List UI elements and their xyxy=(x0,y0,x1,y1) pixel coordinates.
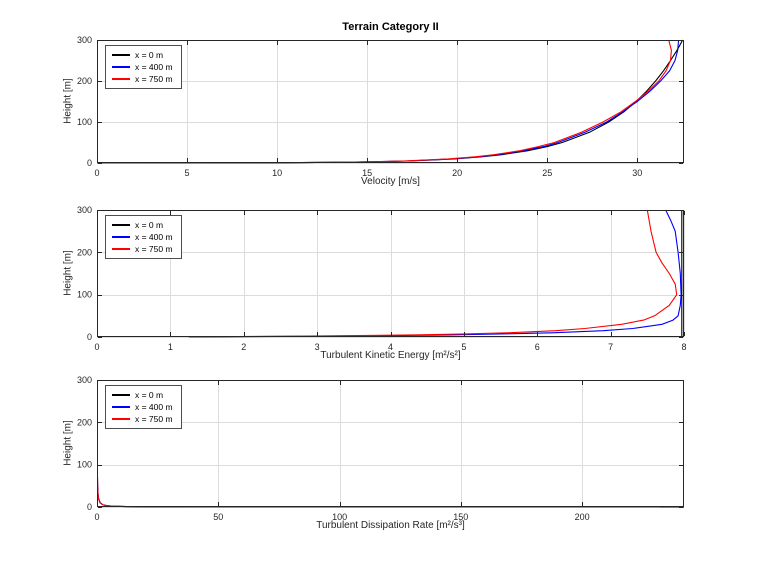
height-axis-label-1: Height [m] xyxy=(62,78,74,124)
svg-text:100: 100 xyxy=(77,460,92,470)
legend-item: x = 400 m xyxy=(112,402,173,412)
svg-text:200: 200 xyxy=(575,512,590,522)
svg-text:300: 300 xyxy=(77,205,92,215)
svg-text:200: 200 xyxy=(77,417,92,427)
svg-text:25: 25 xyxy=(542,168,552,178)
legend-dissipation: x = 0 m x = 400 m x = 750 m xyxy=(105,385,182,429)
svg-text:20: 20 xyxy=(452,168,462,178)
legend-tke: x = 0 m x = 400 m x = 750 m xyxy=(105,215,182,259)
legend-line-blue xyxy=(112,236,130,238)
svg-text:0: 0 xyxy=(87,332,92,342)
legend-item: x = 750 m xyxy=(112,414,173,424)
svg-text:6: 6 xyxy=(535,342,540,352)
height-axis-label-2: Height [m] xyxy=(62,250,74,296)
svg-text:0: 0 xyxy=(87,502,92,512)
legend-line-blue xyxy=(112,406,130,408)
legend-velocity: x = 0 m x = 400 m x = 750 m xyxy=(105,45,182,89)
dissipation-chart: 0 50 100 150 200 0 100 200 300 xyxy=(77,375,684,522)
svg-text:5: 5 xyxy=(184,168,189,178)
legend-label: x = 750 m xyxy=(135,74,173,84)
svg-text:5: 5 xyxy=(461,342,466,352)
legend-item: x = 400 m xyxy=(112,232,173,242)
legend-item: x = 400 m xyxy=(112,62,173,72)
legend-label: x = 400 m xyxy=(135,232,173,242)
svg-text:10: 10 xyxy=(272,168,282,178)
tke-chart: 0 1 2 3 4 5 6 7 8 0 100 200 300 xyxy=(77,205,687,352)
velocity-axis-label: Velocity [m/s] xyxy=(361,176,420,187)
svg-text:200: 200 xyxy=(77,76,92,86)
legend-label: x = 400 m xyxy=(135,62,173,72)
svg-text:30: 30 xyxy=(632,168,642,178)
legend-item: x = 0 m xyxy=(112,390,173,400)
legend-item: x = 750 m xyxy=(112,74,173,84)
legend-line-black xyxy=(112,224,130,226)
svg-text:150: 150 xyxy=(453,512,468,522)
dissipation-axis-label: Turbulent Dissipation Rate [m²/s³] xyxy=(316,520,465,531)
svg-text:200: 200 xyxy=(77,247,92,257)
legend-label: x = 400 m xyxy=(135,402,173,412)
legend-label: x = 750 m xyxy=(135,244,173,254)
legend-line-red xyxy=(112,418,130,420)
svg-text:0: 0 xyxy=(94,342,99,352)
svg-text:100: 100 xyxy=(77,117,92,127)
tke-axis-label: Turbulent Kinetic Energy [m²/s²] xyxy=(320,350,461,361)
svg-text:15: 15 xyxy=(362,168,372,178)
svg-text:4: 4 xyxy=(388,342,393,352)
svg-text:0: 0 xyxy=(94,512,99,522)
legend-item: x = 750 m xyxy=(112,244,173,254)
svg-text:2: 2 xyxy=(241,342,246,352)
legend-line-red xyxy=(112,248,130,250)
height-axis-label-3: Height [m] xyxy=(62,420,74,466)
legend-line-blue xyxy=(112,66,130,68)
legend-item: x = 0 m xyxy=(112,220,173,230)
svg-text:50: 50 xyxy=(213,512,223,522)
legend-line-black xyxy=(112,394,130,396)
figure-title: Terrain Category II xyxy=(342,21,439,33)
legend-line-red xyxy=(112,78,130,80)
svg-text:0: 0 xyxy=(94,168,99,178)
legend-label: x = 0 m xyxy=(135,50,164,60)
legend-item: x = 0 m xyxy=(112,50,173,60)
svg-text:3: 3 xyxy=(315,342,320,352)
svg-text:8: 8 xyxy=(681,342,686,352)
legend-label: x = 0 m xyxy=(135,390,164,400)
legend-line-black xyxy=(112,54,130,56)
legend-label: x = 0 m xyxy=(135,220,164,230)
svg-text:1: 1 xyxy=(168,342,173,352)
svg-text:300: 300 xyxy=(77,35,92,45)
svg-text:0: 0 xyxy=(87,158,92,168)
svg-text:300: 300 xyxy=(77,375,92,385)
svg-text:100: 100 xyxy=(77,290,92,300)
legend-label: x = 750 m xyxy=(135,414,173,424)
svg-text:100: 100 xyxy=(332,512,347,522)
svg-text:7: 7 xyxy=(608,342,613,352)
